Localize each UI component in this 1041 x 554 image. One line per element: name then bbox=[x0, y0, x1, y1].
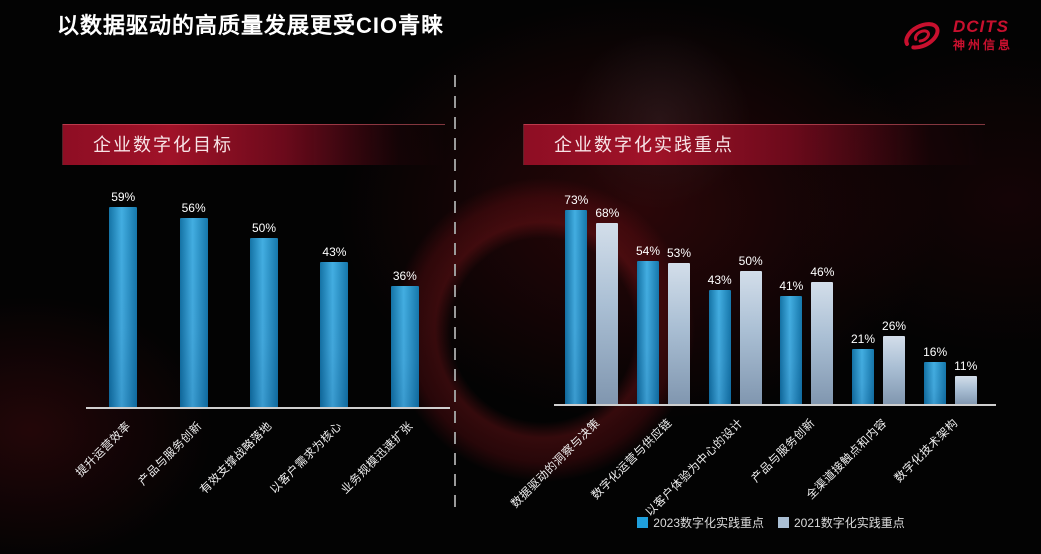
bar-value-label: 11% bbox=[954, 359, 978, 373]
bar-value-label: 41% bbox=[779, 279, 804, 293]
bar-value-label: 21% bbox=[850, 332, 876, 346]
bar-group: 11% bbox=[954, 359, 977, 405]
bar-group: 26% bbox=[882, 319, 906, 405]
category-label: 有效支撑战略落地 bbox=[198, 420, 275, 497]
legend-label: 2023数字化实践重点 bbox=[653, 516, 764, 530]
bar-value-label: 73% bbox=[564, 193, 589, 207]
bar bbox=[708, 290, 731, 405]
bar-group: 41% bbox=[779, 279, 803, 405]
category-label: 以客户需求为核心 bbox=[268, 420, 346, 497]
bar-value-label: 59% bbox=[111, 190, 136, 204]
chart-column: 43% 50% 以客户体验为中心的设计 bbox=[644, 190, 771, 519]
logo-text: DCITS 神州信息 bbox=[953, 12, 1013, 52]
bar bbox=[739, 271, 762, 405]
chart-column: 56% 产品与服务创新 bbox=[136, 186, 228, 488]
bar-group: 53% bbox=[667, 246, 691, 405]
bar-group: 50% bbox=[739, 254, 763, 405]
goals-chart-header: 企业数字化目标 bbox=[62, 124, 445, 165]
logo-company: 神州信息 bbox=[952, 37, 1013, 52]
bar-group: 21% bbox=[851, 332, 875, 405]
bar-value-label: 43% bbox=[322, 245, 347, 259]
chart-column: 54% 53% 数字化运营与供应链 bbox=[589, 190, 700, 502]
bar-group: 54% bbox=[636, 244, 660, 405]
practices-chart-header: 企业数字化实践重点 bbox=[523, 124, 985, 165]
bar-value-label: 68% bbox=[595, 206, 620, 220]
bar-value-label: 16% bbox=[923, 345, 948, 359]
chart-column: 16% 11% 数字化技术架构 bbox=[893, 190, 986, 485]
logo-swirl-icon bbox=[904, 22, 940, 50]
bar-value-label: 46% bbox=[810, 265, 835, 279]
logo-brand: DCITS bbox=[952, 17, 1009, 36]
bar bbox=[780, 296, 803, 405]
chart-column: 43% 以客户需求为核心 bbox=[269, 186, 369, 496]
bar bbox=[596, 223, 619, 405]
bar-group: 50% bbox=[250, 221, 279, 408]
legend-swatch bbox=[778, 517, 789, 528]
bar-group: 43% bbox=[320, 245, 349, 408]
bar-group: 16% bbox=[923, 345, 947, 405]
bar bbox=[109, 207, 138, 408]
bar bbox=[954, 376, 977, 405]
bar bbox=[811, 282, 834, 405]
legend-item: 2023数字化实践重点 bbox=[637, 514, 764, 531]
goals-chart-title: 企业数字化目标 bbox=[93, 135, 233, 155]
bar bbox=[636, 261, 659, 405]
bar bbox=[390, 286, 419, 408]
chart-column: 73% 68% 数据驱动的洞察与决策 bbox=[509, 190, 628, 510]
legend-label: 2021数字化实践重点 bbox=[794, 516, 905, 530]
bar-value-label: 50% bbox=[738, 254, 763, 268]
bar bbox=[924, 362, 947, 405]
chart-column: 41% 46% 产品与服务创新 bbox=[750, 190, 843, 485]
bar-group: 68% bbox=[595, 206, 619, 405]
chart-legend: 2023数字化实践重点 2021数字化实践重点 bbox=[556, 514, 986, 531]
bar-value-label: 54% bbox=[635, 244, 660, 258]
panel-divider-dashed-line bbox=[454, 75, 456, 511]
bar-group: 56% bbox=[179, 201, 208, 408]
bar bbox=[250, 238, 279, 408]
bar-value-label: 53% bbox=[667, 246, 692, 260]
bar-value-label: 50% bbox=[252, 221, 277, 235]
legend-item: 2021数字化实践重点 bbox=[778, 514, 905, 531]
bar bbox=[320, 262, 349, 408]
page-title: 以数据驱动的高质量发展更受CIO青睐 bbox=[57, 13, 445, 38]
practices-bar-chart: 73% 68% 数据驱动的洞察与决策 54% 53% 数字化运营与供应链 43% 50% 以客户… bbox=[509, 190, 996, 519]
bar-group: 36% bbox=[390, 269, 419, 408]
bar-value-label: 43% bbox=[707, 273, 732, 287]
bar-value-label: 56% bbox=[181, 201, 206, 215]
chart-column: 36% 业务规模迅速扩张 bbox=[339, 186, 440, 496]
bar bbox=[883, 336, 906, 405]
practices-chart-title: 企业数字化实践重点 bbox=[554, 135, 734, 155]
bar-group: 43% bbox=[708, 273, 732, 405]
logo: DCITS 神州信息 bbox=[895, 12, 1013, 56]
bar-group: 46% bbox=[810, 265, 834, 405]
category-label: 产品与服务创新 bbox=[136, 420, 205, 489]
goals-bar-chart: 59% 提升运营效率 56% 产品与服务创新 50% 有效支撑战略落地 43% 以客户需求为核… bbox=[74, 186, 450, 496]
bar bbox=[852, 349, 874, 405]
bar bbox=[668, 263, 691, 405]
chart-column: 21% 26% 全渠道接触点和内容 bbox=[804, 190, 915, 502]
bar-value-label: 36% bbox=[392, 269, 417, 283]
chart-column: 50% 有效支撑战略落地 bbox=[198, 186, 299, 496]
category-label: 业务规模迅速扩张 bbox=[339, 420, 416, 497]
bar-value-label: 26% bbox=[882, 319, 907, 333]
legend-swatch bbox=[637, 517, 649, 528]
bar bbox=[179, 218, 208, 408]
chart-column: 59% 提升运营效率 bbox=[74, 186, 158, 480]
bar-group: 73% bbox=[564, 193, 588, 405]
category-label: 提升运营效率 bbox=[74, 420, 134, 480]
bar-group: 59% bbox=[109, 190, 138, 408]
bar bbox=[565, 210, 588, 405]
